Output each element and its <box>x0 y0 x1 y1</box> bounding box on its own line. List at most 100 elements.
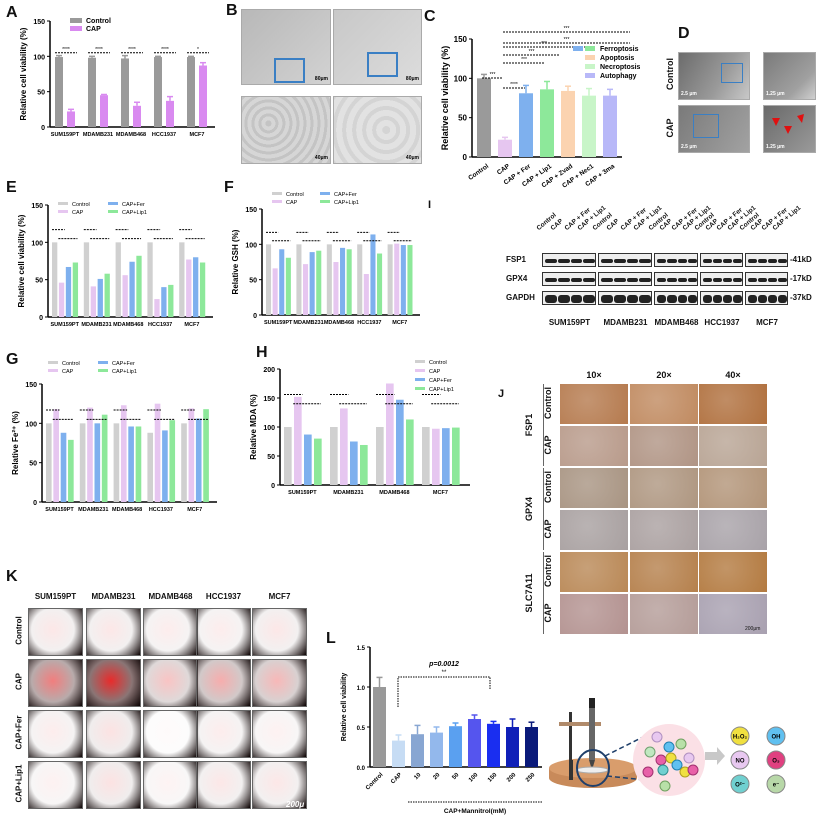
y-tick-label: 100 <box>263 425 275 432</box>
bar <box>135 426 142 502</box>
row-label-control: Control <box>665 58 675 90</box>
svg-text:***: *** <box>490 72 496 78</box>
y-tick-label: 100 <box>454 74 468 83</box>
ihc-row-label: CAP <box>543 603 553 623</box>
x-tick-label: SUM159PT <box>51 322 80 328</box>
y-tick-label: 100 <box>25 421 37 428</box>
species-icon <box>766 774 786 794</box>
blot-strip <box>542 253 596 267</box>
x-tick-label: 20 <box>432 772 441 781</box>
protein-band <box>703 278 712 282</box>
chart-e-viability-inhibitors: 0 50 100 150 Relative cell viability (%) SUM1… <box>17 202 213 328</box>
y-axis-label: Relative MDA (%) <box>249 394 258 460</box>
fluorescence-image <box>28 761 83 809</box>
zoom-box <box>721 63 743 83</box>
bar <box>162 430 168 502</box>
bar <box>346 249 352 315</box>
row-label: Control <box>14 616 24 645</box>
protein-band <box>626 295 639 303</box>
bar <box>360 444 368 485</box>
row-label: CAP+Lip1 <box>14 764 24 803</box>
protein-band <box>758 295 767 303</box>
protein-label: GAPDH <box>506 293 535 302</box>
blot-strip <box>745 272 788 286</box>
fluorescence-image <box>252 659 307 707</box>
micrograph-control-high: 40μm <box>241 96 331 164</box>
panel-c: C 0 50 100 150 Relative cell viability (%) Co… <box>420 0 641 190</box>
ihc-image <box>560 594 628 634</box>
bar <box>296 244 302 315</box>
bar <box>147 432 154 502</box>
svg-text:****: **** <box>510 82 518 88</box>
bar <box>169 420 176 502</box>
x-tick-label: HCC1937 <box>357 320 381 326</box>
bar <box>285 257 291 315</box>
cell-line-label: HCC1937 <box>704 318 740 327</box>
bar <box>432 428 440 485</box>
size-marker: -37kD <box>790 293 812 302</box>
svg-text:****: **** <box>95 47 103 53</box>
protein-band <box>768 278 777 282</box>
bar <box>58 282 65 317</box>
y-tick-label: 0 <box>33 500 37 507</box>
fluorescence-image <box>143 608 198 656</box>
svg-text:***: *** <box>521 57 527 63</box>
svg-text:*: * <box>197 47 199 53</box>
protein-band <box>723 278 732 282</box>
legend-label: Control <box>72 202 90 208</box>
bar <box>203 409 209 502</box>
y-tick-label: 150 <box>31 203 43 210</box>
fluorescence-image <box>196 608 251 656</box>
blot-strip <box>745 253 788 267</box>
svg-text:OH: OH <box>772 735 781 741</box>
svg-text:O²⁻: O²⁻ <box>735 782 745 789</box>
species-icon <box>766 726 786 746</box>
bar <box>561 90 575 157</box>
plasma-jet-illustration: H₂O₂ OH NO O₃ O²⁻ e⁻ <box>549 698 786 796</box>
bar <box>88 57 96 127</box>
x-tick-label: SUM159PT <box>45 507 74 513</box>
protein-band <box>733 259 742 263</box>
svg-text:***: *** <box>541 41 547 47</box>
protein-band <box>748 295 757 303</box>
protein-band <box>758 278 767 282</box>
scale-bar: 200μm <box>745 626 761 632</box>
x-tick-label: MCF7 <box>433 490 448 496</box>
y-tick-label: 50 <box>458 114 467 123</box>
x-tick-label: MDAMB468 <box>324 320 354 326</box>
svg-text:****: **** <box>128 47 136 53</box>
scale-bar: 80μm <box>405 76 419 82</box>
svg-text:O₃: O₃ <box>772 759 780 765</box>
bar <box>181 423 187 502</box>
legend-label: Control <box>62 361 80 367</box>
bar <box>154 403 161 502</box>
species-icon <box>730 750 750 770</box>
bar <box>65 266 72 317</box>
bar <box>422 427 430 485</box>
svg-text:***: *** <box>564 37 570 43</box>
bar <box>519 93 533 157</box>
y-tick-label: 50 <box>35 278 43 285</box>
protein-band <box>557 259 570 263</box>
cell-line-label: HCC1937 <box>205 592 242 601</box>
bar <box>411 734 424 767</box>
zoom-box <box>274 58 305 83</box>
x-tick-label: HCC1937 <box>152 132 176 138</box>
bar <box>199 262 206 317</box>
x-tick-label: MCF7 <box>184 322 199 328</box>
protein-band <box>687 278 697 282</box>
row-label: CAP <box>14 673 24 690</box>
ihc-image <box>699 468 767 508</box>
bar <box>400 245 406 315</box>
protein-band <box>713 295 722 303</box>
bar <box>166 100 174 127</box>
chart-l-mannitol: 0.0 0.5 1.0 1.5 Relative cell viability Contr… <box>341 646 542 815</box>
protein-band <box>748 259 757 263</box>
bar <box>133 105 141 127</box>
x-tick-label: SUM159PT <box>51 132 80 138</box>
y-axis-label: Relative cell viability <box>341 673 348 742</box>
bar <box>350 441 358 485</box>
x-tick-label: MCF7 <box>190 132 205 138</box>
x-tick-label: MDAMB231 <box>83 132 113 138</box>
row-label: CAP+Fer <box>14 715 24 750</box>
